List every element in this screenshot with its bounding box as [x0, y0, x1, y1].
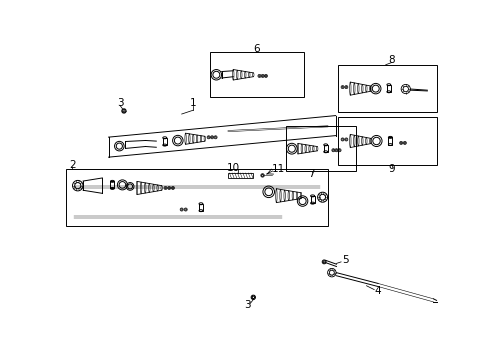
Bar — [386, 85, 390, 92]
Bar — [227, 173, 252, 178]
Bar — [337, 117, 436, 165]
Text: 6: 6 — [253, 44, 259, 54]
Text: 10: 10 — [226, 163, 239, 173]
Bar — [110, 181, 114, 188]
Text: 7: 7 — [308, 169, 314, 179]
Text: 9: 9 — [388, 165, 394, 175]
Text: 8: 8 — [388, 55, 394, 65]
Bar — [310, 196, 314, 203]
Bar — [199, 204, 203, 211]
Bar — [285, 126, 356, 171]
Bar — [163, 138, 166, 145]
Bar — [323, 145, 327, 152]
Text: 3: 3 — [117, 98, 123, 108]
Text: 1: 1 — [189, 98, 196, 108]
Bar — [66, 169, 327, 226]
Text: 5: 5 — [342, 255, 348, 265]
Bar — [210, 53, 304, 97]
Text: 2: 2 — [69, 160, 76, 170]
Bar — [337, 65, 436, 112]
Text: 4: 4 — [374, 286, 381, 296]
Text: 3: 3 — [244, 300, 250, 310]
Text: 11: 11 — [271, 165, 284, 175]
Bar — [387, 138, 391, 145]
